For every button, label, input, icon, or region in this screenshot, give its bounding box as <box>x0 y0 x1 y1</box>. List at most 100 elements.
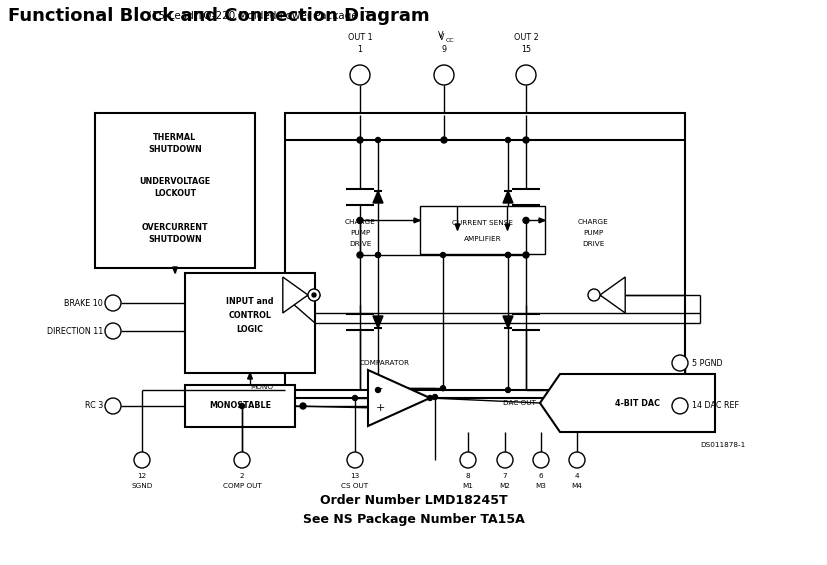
Polygon shape <box>372 191 383 203</box>
Circle shape <box>523 137 528 143</box>
Circle shape <box>105 398 121 414</box>
Polygon shape <box>372 316 383 328</box>
Text: CONTROL: CONTROL <box>228 311 271 319</box>
Text: 1: 1 <box>357 45 362 54</box>
Text: OUT 1: OUT 1 <box>347 33 372 41</box>
Circle shape <box>460 452 476 468</box>
Circle shape <box>672 398 687 414</box>
Text: PUMP: PUMP <box>582 230 602 236</box>
Circle shape <box>587 289 600 301</box>
Bar <box>184 273 314 373</box>
Text: THERMAL: THERMAL <box>153 133 196 142</box>
Text: V: V <box>437 32 443 41</box>
Text: 8: 8 <box>465 473 470 479</box>
Circle shape <box>672 355 687 371</box>
Text: OVERCURRENT: OVERCURRENT <box>141 224 208 233</box>
Text: CHARGE: CHARGE <box>344 219 375 225</box>
Text: LOCKOUT: LOCKOUT <box>154 189 196 198</box>
Text: MONO: MONO <box>251 384 273 390</box>
Text: V: V <box>438 33 449 41</box>
Circle shape <box>350 65 370 85</box>
Circle shape <box>375 388 380 393</box>
Text: DRIVE: DRIVE <box>581 241 604 247</box>
Circle shape <box>352 396 357 401</box>
Text: Order Number LMD18245T: Order Number LMD18245T <box>320 493 507 506</box>
Text: OUT 2: OUT 2 <box>513 33 538 41</box>
Text: 4-BIT DAC: 4-BIT DAC <box>614 398 659 407</box>
Text: 15: 15 <box>520 45 530 54</box>
Circle shape <box>356 137 362 143</box>
Text: DS011878-1: DS011878-1 <box>699 442 744 448</box>
Bar <box>95 113 255 268</box>
Circle shape <box>496 452 513 468</box>
Text: RC 3: RC 3 <box>84 402 103 411</box>
Circle shape <box>312 293 316 297</box>
Text: -: - <box>378 383 381 393</box>
Text: 14 DAC REF: 14 DAC REF <box>691 401 739 410</box>
Text: INPUT and: INPUT and <box>226 297 274 306</box>
Polygon shape <box>172 267 177 273</box>
Polygon shape <box>600 277 624 313</box>
Circle shape <box>234 452 250 468</box>
Circle shape <box>568 452 585 468</box>
Text: UNDERVOLTAGE: UNDERVOLTAGE <box>139 176 210 185</box>
Text: M2: M2 <box>499 483 509 489</box>
Text: 4: 4 <box>574 473 579 479</box>
Circle shape <box>427 396 432 401</box>
Polygon shape <box>502 191 513 203</box>
Text: COMP OUT: COMP OUT <box>222 483 261 489</box>
Text: CHARGE: CHARGE <box>577 219 608 225</box>
Bar <box>284 113 684 398</box>
Circle shape <box>432 394 437 399</box>
Polygon shape <box>502 316 513 328</box>
Text: CURRENT SENSE: CURRENT SENSE <box>452 220 513 226</box>
Circle shape <box>375 253 380 258</box>
Circle shape <box>356 252 362 258</box>
Text: Functional Block and Connection Diagram: Functional Block and Connection Diagram <box>8 7 429 25</box>
Polygon shape <box>414 218 419 223</box>
Circle shape <box>523 252 528 258</box>
Text: 9: 9 <box>441 45 446 54</box>
Text: 5 PGND: 5 PGND <box>691 359 722 367</box>
Text: DIRECTION 11: DIRECTION 11 <box>46 327 103 336</box>
Circle shape <box>533 452 548 468</box>
Text: 13: 13 <box>350 473 359 479</box>
Text: AMPLIFIER: AMPLIFIER <box>463 236 500 242</box>
Polygon shape <box>538 218 544 223</box>
Circle shape <box>308 289 319 301</box>
Text: CS OUT: CS OUT <box>341 483 368 489</box>
Circle shape <box>505 253 510 258</box>
Circle shape <box>375 137 380 142</box>
Polygon shape <box>283 295 289 301</box>
Text: (15-Lead TO-220 Molded Power Package (T) ): (15-Lead TO-220 Molded Power Package (T)… <box>8 11 382 21</box>
Circle shape <box>105 295 121 311</box>
Polygon shape <box>455 224 459 230</box>
Polygon shape <box>283 277 308 313</box>
Text: BRAKE 10: BRAKE 10 <box>65 298 103 307</box>
Circle shape <box>505 388 510 393</box>
Circle shape <box>134 452 150 468</box>
Text: 6: 6 <box>538 473 543 479</box>
Circle shape <box>515 65 535 85</box>
Text: SHUTDOWN: SHUTDOWN <box>148 236 202 245</box>
Circle shape <box>505 253 510 258</box>
Polygon shape <box>539 374 715 432</box>
Bar <box>184 385 294 427</box>
Text: DRIVE: DRIVE <box>348 241 370 247</box>
Circle shape <box>375 253 380 258</box>
Text: CC: CC <box>445 37 454 42</box>
Circle shape <box>440 386 445 391</box>
Circle shape <box>356 218 362 223</box>
Text: SGND: SGND <box>131 483 152 489</box>
Text: MONOSTABLE: MONOSTABLE <box>208 402 270 411</box>
Circle shape <box>299 403 306 409</box>
Circle shape <box>347 452 362 468</box>
Text: SHUTDOWN: SHUTDOWN <box>148 146 202 154</box>
Text: See NS Package Number TA15A: See NS Package Number TA15A <box>303 514 524 527</box>
Circle shape <box>239 403 244 408</box>
Circle shape <box>440 253 445 258</box>
Text: COMPARATOR: COMPARATOR <box>360 360 409 366</box>
Text: M3: M3 <box>535 483 546 489</box>
Polygon shape <box>367 370 429 426</box>
Text: 12: 12 <box>137 473 146 479</box>
